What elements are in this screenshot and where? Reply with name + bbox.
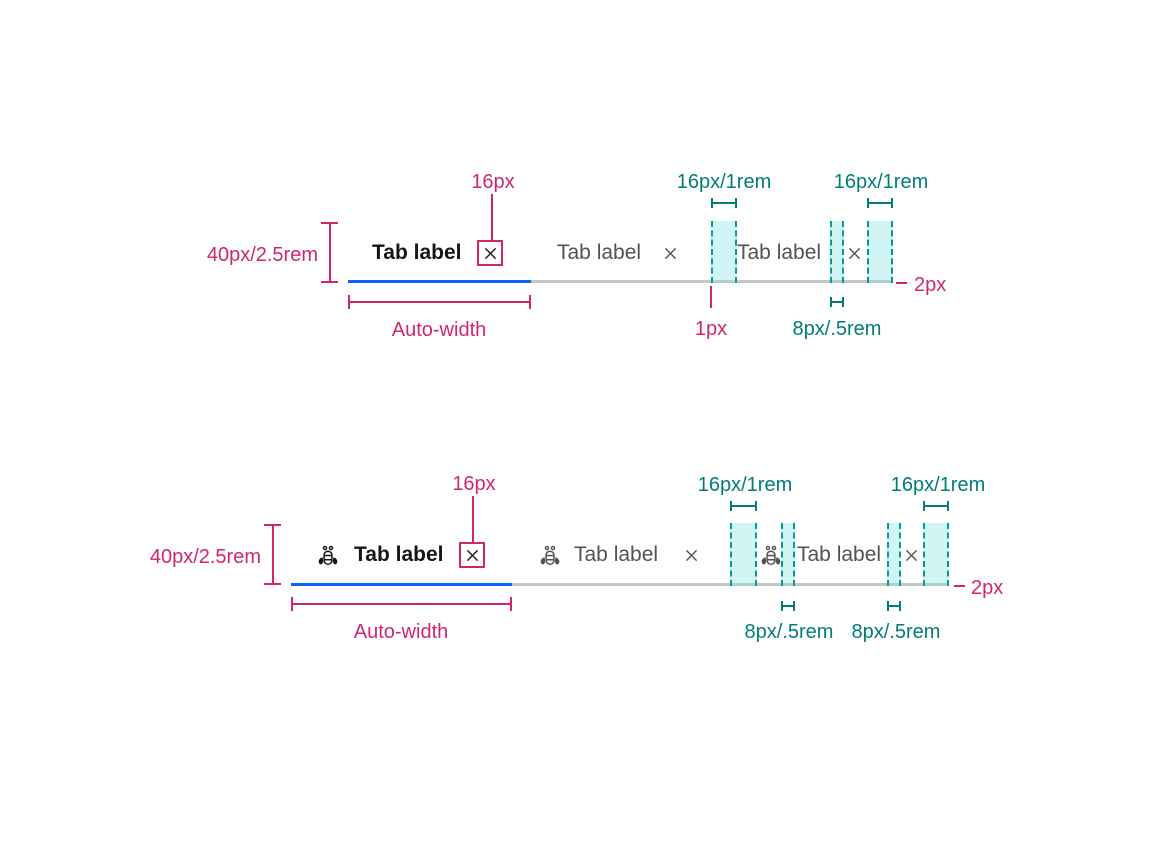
spacing-region-16px-after-close (923, 523, 949, 586)
bee-icon (540, 545, 560, 565)
annotation-close-pointer-line (472, 496, 474, 542)
bottom-diagram: Tab label Tab label (0, 432, 1152, 864)
annotation-underline-thickness: 2px (971, 577, 1004, 599)
annotation-auto-width-bracket (291, 597, 512, 611)
bee-icon (318, 545, 338, 565)
annotation-divider-width: 1px (694, 318, 728, 340)
close-icon[interactable] (662, 245, 679, 262)
spacing-region-8px-label-close (887, 523, 901, 586)
selected-tab-underline (348, 280, 531, 283)
annotation-tab-height-bracket (321, 222, 338, 283)
annotation-tab-height-bracket (264, 524, 281, 585)
annotation-underline-thickness: 2px (914, 274, 947, 296)
annotation-padding-after-close-bracket (867, 198, 893, 208)
tab-label[interactable]: Tab label (797, 543, 882, 566)
annotation-gap-label-close: 8px/.5rem (851, 621, 941, 643)
tab-label[interactable]: Tab label (372, 241, 462, 264)
annotation-underline-dash (954, 585, 965, 587)
annotation-padding-before-icon-bracket (730, 501, 757, 511)
close-icon-highlight-box[interactable] (459, 542, 485, 568)
annotation-gap-icon-label-bracket (781, 601, 795, 611)
annotation-close-icon-size: 16px (452, 473, 496, 495)
annotation-padding-after-close: 16px/1rem (833, 171, 929, 193)
annotation-padding-after-close-bracket (923, 501, 949, 511)
top-diagram: Tab label Tab label Tab label 16px 40px/… (206, 171, 947, 341)
annotation-padding-before-icon: 16px/1rem (697, 474, 793, 496)
annotation-gap-label-close: 8px/.5rem (792, 318, 882, 340)
annotation-underline-dash (896, 282, 907, 284)
close-icon[interactable] (683, 547, 700, 564)
annotation-gap-icon-label: 8px/.5rem (744, 621, 834, 643)
close-icon[interactable] (482, 245, 499, 262)
bee-icon (761, 545, 781, 565)
close-icon-highlight-box[interactable] (477, 240, 503, 266)
annotation-gap-label-close-bracket (887, 601, 901, 611)
tab-label[interactable]: Tab label (574, 543, 659, 566)
annotation-padding-before-label: 16px/1rem (676, 171, 772, 193)
tab-label[interactable]: Tab label (557, 241, 642, 264)
annotation-auto-width: Auto-width (353, 621, 449, 643)
annotation-tab-height: 40px/2.5rem (206, 244, 318, 266)
tab-label[interactable]: Tab label (737, 241, 822, 264)
close-icon[interactable] (846, 245, 863, 262)
annotation-tab-height: 40px/2.5rem (149, 546, 261, 568)
spacing-region-8px-label-close (830, 221, 844, 283)
close-icon[interactable] (903, 547, 920, 564)
spacing-region-16px-after-close (867, 221, 893, 283)
spacing-region-16px-before-label (711, 221, 737, 283)
close-icon[interactable] (464, 547, 481, 564)
annotation-padding-after-close: 16px/1rem (890, 474, 986, 496)
tab-label[interactable]: Tab label (354, 543, 444, 566)
spacing-region-8px-icon-label (781, 523, 795, 586)
annotation-close-icon-size: 16px (471, 171, 515, 193)
annotation-padding-before-label-bracket (711, 198, 737, 208)
selected-tab-underline (291, 583, 512, 586)
annotation-auto-width-bracket (348, 295, 531, 309)
annotation-divider-pointer-line (710, 286, 712, 308)
annotation-close-pointer-line (491, 194, 493, 240)
spacing-region-16px-before-icon (730, 523, 757, 586)
annotation-auto-width: Auto-width (391, 319, 487, 341)
annotation-gap-label-close-bracket (830, 297, 844, 307)
